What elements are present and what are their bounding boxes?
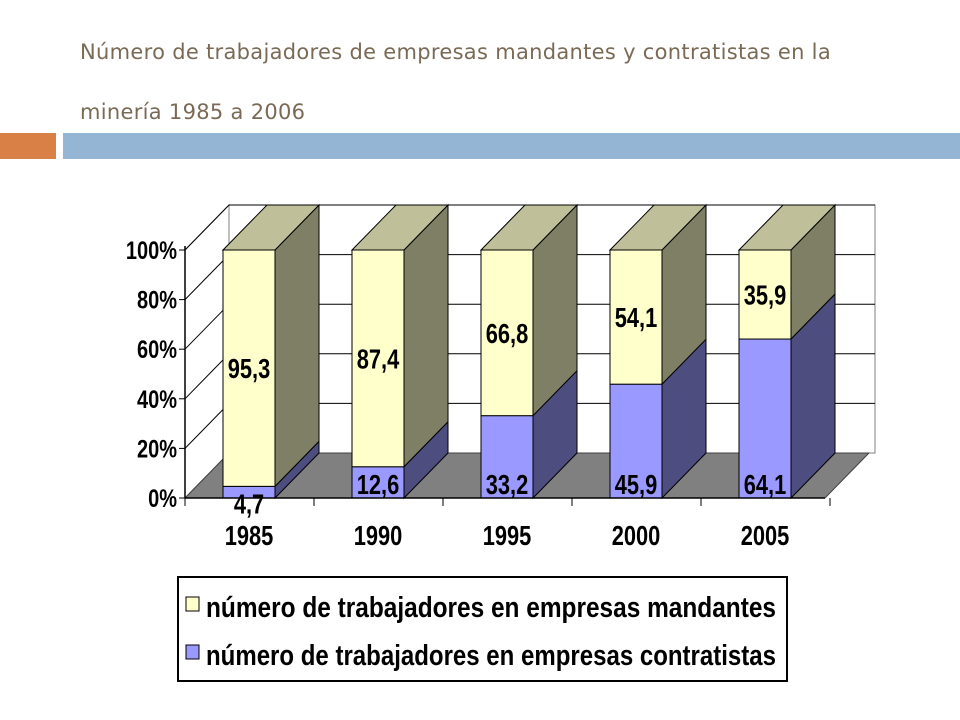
x-tick-label: 2005 [741,520,790,551]
legend-swatch [185,644,200,660]
chart-bars: 4,7 95,3 12,6 87,4 33,2 66,8 45,9 54,1 64,1 35,9 [221,203,837,520]
x-tick-label: 1990 [354,520,403,551]
y-tick-label: 0% [148,485,177,513]
data-label: 95,3 [228,354,271,385]
bar-segment [738,338,792,499]
bar-top [221,204,321,251]
data-label: 64,1 [744,469,787,500]
bar-segment [480,249,534,417]
data-label: 4,7 [234,489,264,520]
legend-label: número de trabajadores en empresas contr… [206,640,776,672]
y-tick-label: 60% [137,336,177,364]
data-label: 35,9 [744,280,787,311]
bar-segment [222,249,276,487]
x-tick-label: 1995 [483,520,532,551]
data-label: 66,8 [486,318,529,349]
slide-title: Número de trabajadores de empresas manda… [80,40,831,124]
chart-axes: 0% 20% 40% 60% 80% 100% 1985 1990 1995 2000 2005 [126,237,831,552]
bar-segment [351,466,405,499]
side-wall [184,203,230,500]
bar-segment [609,249,663,385]
bar-top [608,204,708,251]
x-tick-label: 1985 [225,520,274,551]
data-label: 33,2 [486,469,528,500]
legend-swatch [185,596,200,612]
bar-stack: 12,6 87,4 [350,203,450,501]
legend-label: número de trabajadores en empresas manda… [206,592,776,624]
y-tick-label: 20% [137,435,177,463]
bar-segment [738,249,792,340]
bar-segment-side [274,203,320,488]
title-accent-bar-blue [63,133,960,159]
bar-top [350,204,450,251]
bar-stack: 64,1 35,9 [737,203,837,501]
data-label: 87,4 [357,344,400,375]
bar-segment-side [403,203,449,468]
data-label: 54,1 [615,303,658,334]
bar-top [737,204,837,251]
data-label: 12,6 [357,469,400,500]
bar-top [479,204,579,251]
legend-box [177,576,788,682]
y-tick-label: 100% [126,237,177,265]
title-accent-bar-orange [0,133,56,159]
data-label: 45,9 [615,469,658,500]
x-tick-label: 2000 [612,520,661,551]
bar-segment [351,249,405,468]
y-tick-label: 40% [137,386,177,414]
chart-legend: número de trabajadores en empresas manda… [177,576,788,682]
bar-stack: 33,2 66,8 [479,203,579,501]
y-tick-label: 80% [137,287,177,315]
bar-stack: 4,7 95,3 [221,203,321,520]
bar-stack: 45,9 54,1 [608,203,708,501]
